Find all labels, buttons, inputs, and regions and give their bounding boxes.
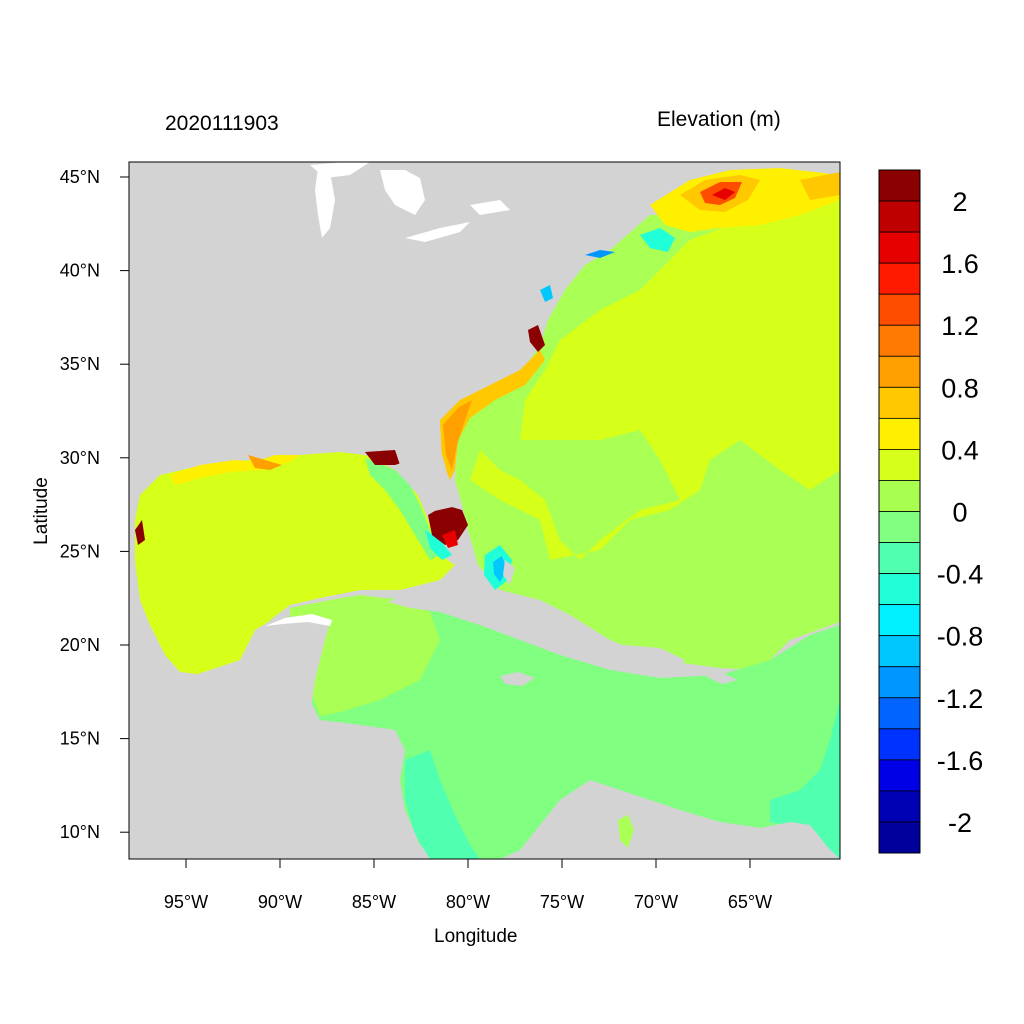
colorbar-swatch	[878, 324, 921, 357]
florida-keys-shelf	[425, 530, 452, 560]
colorbar-swatch	[878, 604, 921, 637]
colorbar-frame	[878, 169, 921, 854]
colorbar-swatch	[878, 666, 921, 699]
lat-tick-label: 30°N	[60, 448, 100, 468]
southwest-caribbean-basin	[405, 750, 480, 859]
colorbar-swatch	[878, 759, 921, 792]
colorbar-label: 1.2	[941, 311, 979, 341]
colorbar-label: 2	[952, 187, 967, 217]
lon-tick-label: 65°W	[728, 892, 772, 912]
lake-michigan	[315, 168, 335, 238]
colorbar-swatch	[878, 262, 921, 295]
lon-tick-label: 70°W	[634, 892, 678, 912]
colorbar-label: -2	[948, 808, 972, 838]
elevation-colorbar: 2 1.6 1.2 0.8 0.4 0 -0.4 -0.8 -1.2 -1.6 -2	[878, 169, 984, 854]
gulf-of-maine-surge-dark	[712, 188, 735, 200]
colorbar-label: 1.6	[941, 249, 979, 279]
lat-tick-label: 40°N	[60, 261, 100, 281]
longitude-ticks: 95°W 90°W 85°W 80°W 75°W 70°W 65°W	[164, 859, 772, 912]
lat-tick-label: 20°N	[60, 635, 100, 655]
jamaica	[500, 672, 535, 686]
colorbar-swatch	[878, 635, 921, 668]
bahamas-islands	[503, 560, 515, 585]
chesapeake-surge	[528, 325, 545, 352]
map-frame	[128, 161, 841, 860]
lon-tick-label: 85°W	[352, 892, 396, 912]
colorbar-swatch	[878, 821, 921, 854]
lake-huron	[380, 170, 425, 215]
delaware-negative	[540, 285, 553, 302]
lat-tick-label: 15°N	[60, 729, 100, 749]
map-plot-area	[129, 162, 840, 859]
gulf-shelf	[365, 458, 440, 560]
colorbar-swatch	[878, 511, 921, 543]
lon-tick-label: 90°W	[258, 892, 302, 912]
puerto-rico	[705, 674, 738, 684]
colorbar-swatch	[878, 231, 921, 264]
southeast-coast-surge-high	[443, 400, 472, 470]
southwest-florida-surge	[428, 505, 468, 545]
central-america	[129, 720, 430, 859]
florida-peninsula	[395, 440, 462, 512]
lon-tick-label: 95°W	[164, 892, 208, 912]
lake-maracaibo	[618, 815, 634, 848]
colorbar-label: -1.2	[937, 684, 984, 714]
texas-coast-surge	[135, 520, 145, 545]
colorbar-swatch	[878, 293, 921, 326]
colorbar-swatch	[878, 417, 921, 450]
lake-ontario	[470, 200, 510, 215]
colorbar-swatch	[878, 573, 921, 606]
eastern-caribbean-shelf	[770, 700, 840, 859]
colorbar-swatch	[878, 790, 921, 823]
louisiana-surge	[248, 455, 282, 470]
florida-tip-surge	[442, 530, 458, 548]
x-axis-label: Longitude	[434, 926, 518, 947]
yucatan-white-coast	[265, 614, 332, 626]
lat-tick-label: 45°N	[60, 167, 100, 187]
lat-tick-label: 25°N	[60, 541, 100, 561]
new-york-bight-negative	[640, 228, 675, 252]
lat-tick-label: 10°N	[60, 822, 100, 842]
colorbar-swatch	[878, 542, 921, 574]
map-variable-title: Elevation (m)	[657, 108, 781, 131]
yucatan-peninsula	[185, 615, 330, 740]
map-date-title: 2020111903	[165, 112, 279, 135]
colorbar-label: -1.6	[937, 746, 984, 776]
long-island-sound	[585, 250, 615, 258]
colorbar-swatch	[878, 697, 921, 730]
nova-scotia-ocean	[800, 172, 840, 200]
lake-erie	[405, 222, 470, 242]
lat-tick-label: 35°N	[60, 354, 100, 374]
southeast-coast-surge	[440, 350, 545, 480]
hispaniola	[595, 645, 685, 672]
colorbar-label: 0	[952, 498, 967, 528]
colorbar-label: -0.4	[937, 560, 984, 590]
colorbar-swatch	[878, 449, 921, 481]
colorbar-swatch	[878, 386, 921, 419]
latitude-ticks: 45°N 40°N 35°N 30°N 25°N 20°N 15°N 10°N	[60, 167, 129, 842]
atlantic-offshore-shelf	[470, 195, 840, 560]
cuba	[388, 590, 580, 650]
colorbar-swatch	[878, 200, 921, 233]
colorbar-swatch	[878, 169, 921, 202]
colorbar-label: 0.8	[941, 373, 979, 403]
lon-tick-label: 75°W	[540, 892, 584, 912]
lon-tick-label: 80°W	[446, 892, 490, 912]
colorbar-swatch	[878, 355, 921, 388]
gulf-of-mexico	[135, 452, 455, 675]
colorbar-label: -0.8	[937, 622, 984, 652]
colorbar-label: 0.4	[941, 435, 979, 465]
colorbar-swatch	[878, 480, 921, 512]
colorbar-swatch	[878, 728, 921, 761]
south-america	[520, 785, 840, 859]
